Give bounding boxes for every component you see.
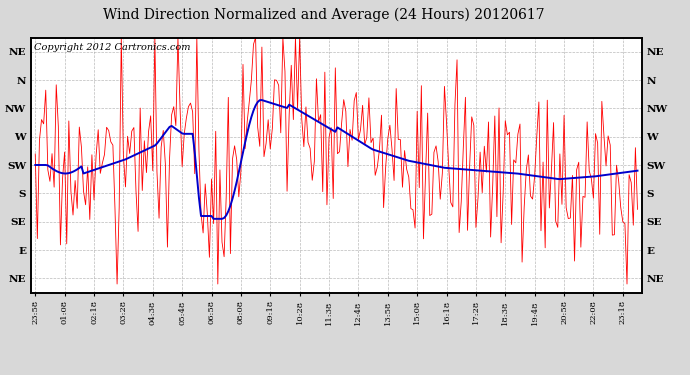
Text: Wind Direction Normalized and Average (24 Hours) 20120617: Wind Direction Normalized and Average (2… [104, 8, 545, 22]
Text: Copyright 2012 Cartronics.com: Copyright 2012 Cartronics.com [34, 43, 190, 52]
